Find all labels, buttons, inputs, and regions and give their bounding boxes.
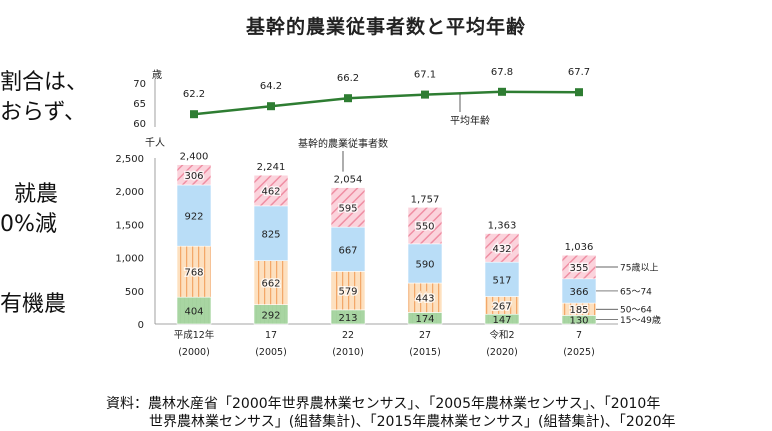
line-y-tick-label: 70	[133, 79, 146, 90]
bar-chart: 千人 0 500 1,000 1,500 2,000 2,500 404 768 922 306 2,…	[115, 137, 661, 358]
bar-segment-value-label: 432	[492, 244, 511, 255]
bar-segment-value-label: 550	[415, 222, 434, 233]
bar-segment-value-label: 355	[569, 263, 588, 274]
bar-segment-value-label: 404	[184, 307, 203, 318]
bar-segment-value-label: 213	[338, 313, 357, 324]
average-age-value-label: 66.2	[337, 73, 359, 84]
x-category-label: 27	[419, 330, 431, 341]
bar-total-label: 1,036	[565, 242, 594, 253]
x-category-label: 22	[342, 330, 354, 341]
average-age-value-label: 67.1	[414, 70, 436, 81]
bar-segment-value-label: 579	[338, 287, 357, 298]
average-age-value-label: 67.7	[568, 67, 590, 78]
bar-segment-value-label: 292	[261, 310, 280, 321]
average-age-point	[267, 102, 275, 111]
bar-segment-value-label: 130	[569, 316, 588, 327]
side-text-2: おらず、	[0, 100, 87, 125]
average-age-point	[575, 88, 583, 97]
bar-segment-value-label: 306	[184, 171, 203, 182]
bar-segment	[484, 233, 520, 263]
line-y-tick-label: 65	[133, 99, 146, 110]
bar-segment-value-label: 825	[261, 229, 280, 240]
x-category-year: (2005)	[255, 347, 287, 358]
x-category-year: (2015)	[409, 347, 441, 358]
bar-segment	[407, 207, 443, 245]
legend-label: 75歳以上	[620, 261, 658, 273]
bar-y-axis-unit: 千人	[145, 137, 165, 149]
legend-label: 15～49歳	[620, 314, 661, 326]
line-y-tick-label: 60	[133, 119, 146, 130]
side-text-1: 割合は、	[0, 70, 89, 95]
bar-total-label: 2,400	[180, 152, 209, 163]
average-age-value-label: 67.8	[491, 67, 513, 78]
x-category-year: (2025)	[563, 347, 595, 358]
bar-segment-value-label: 174	[415, 314, 434, 325]
legend-label: 50～64	[620, 306, 652, 316]
bar-total-label: 2,241	[257, 162, 286, 173]
average-age-point	[190, 110, 198, 119]
bar-segment	[407, 282, 443, 313]
bar-segment	[330, 187, 366, 228]
bar-segment-value-label: 667	[338, 245, 357, 256]
bar-segment-value-label: 768	[184, 268, 203, 279]
bar-segment	[330, 271, 366, 311]
bar-segment	[176, 184, 212, 247]
x-category-label: 7	[576, 330, 582, 341]
side-text-4: 0%減	[0, 212, 57, 237]
bar-segment-value-label: 922	[184, 212, 203, 223]
side-text-5: 有機農	[0, 292, 67, 317]
bar-y-tick-label: 2,500	[115, 154, 144, 165]
average-age-line	[193, 90, 580, 116]
bar-series-annotation: 基幹的農業従事者数	[298, 137, 388, 150]
line-chart: 歳 70 65 60 62.2 64.2 66.2 67.1 67.8 67.7 平均年齢	[133, 67, 590, 130]
average-age-point	[421, 90, 429, 99]
bar-segment	[253, 260, 289, 305]
bar-total-label: 1,363	[488, 220, 517, 231]
bar-y-tick-label: 1,000	[115, 254, 144, 265]
average-age-series-label: 平均年齢	[450, 114, 490, 127]
average-age-value-label: 64.2	[260, 81, 282, 92]
bar-total-label: 1,757	[411, 194, 440, 205]
x-category-year: (2020)	[486, 347, 518, 358]
x-category-label: 平成12年	[174, 329, 215, 341]
bar-y-tick-label: 1,500	[115, 220, 144, 231]
bar-segment	[561, 278, 597, 304]
x-category-year: (2010)	[332, 347, 364, 358]
line-y-axis-unit: 歳	[152, 69, 162, 81]
average-age-value-label: 62.2	[183, 89, 205, 100]
bar-segment	[330, 226, 366, 272]
bar-segment-value-label: 462	[261, 187, 280, 198]
bar-segment-value-label: 267	[492, 301, 511, 312]
bar-segment	[407, 243, 443, 284]
bar-y-tick-label: 0	[138, 320, 144, 331]
bar-segment-value-label: 366	[569, 287, 588, 298]
bar-segment-value-label: 185	[569, 305, 588, 316]
chart-title: 基幹的農業従事者数と平均年齢	[245, 16, 526, 38]
bar-segment-value-label: 662	[261, 279, 280, 290]
bar-total-label: 2,054	[334, 175, 363, 186]
bar-y-tick-label: 2,000	[115, 187, 144, 198]
x-category-label: 令和2	[489, 329, 514, 341]
bar-segment-value-label: 595	[338, 203, 357, 214]
x-category-label: 17	[265, 330, 277, 341]
x-category-year: (2000)	[178, 347, 210, 358]
average-age-point	[344, 94, 352, 103]
average-age-point	[498, 87, 506, 96]
chart-area: 歳 70 65 60 62.2 64.2 66.2 67.1 67.8 67.7 平均年齢 千人 0 5…	[115, 67, 661, 358]
bar-segment	[253, 205, 289, 261]
bar-segment-value-label: 590	[415, 259, 434, 270]
bar-segment-value-label: 517	[492, 275, 511, 286]
source-line-2: 世界農林業センサス」(組替集計)、「2015年農林業センサス」(組替集計)、「2…	[149, 414, 676, 430]
legend-label: 65～74	[620, 287, 652, 297]
bar-y-tick-label: 500	[125, 287, 144, 298]
bar-segment	[253, 174, 289, 207]
source-line-1: 資料：農林水産省「2000年世界農林業センサス」、「2005年農林業センサス」、…	[106, 396, 661, 412]
side-text-3: 就農	[14, 182, 59, 207]
bar-segment	[176, 164, 212, 186]
bar-segment-value-label: 443	[415, 294, 434, 305]
bar-segment-value-label: 147	[492, 315, 511, 326]
